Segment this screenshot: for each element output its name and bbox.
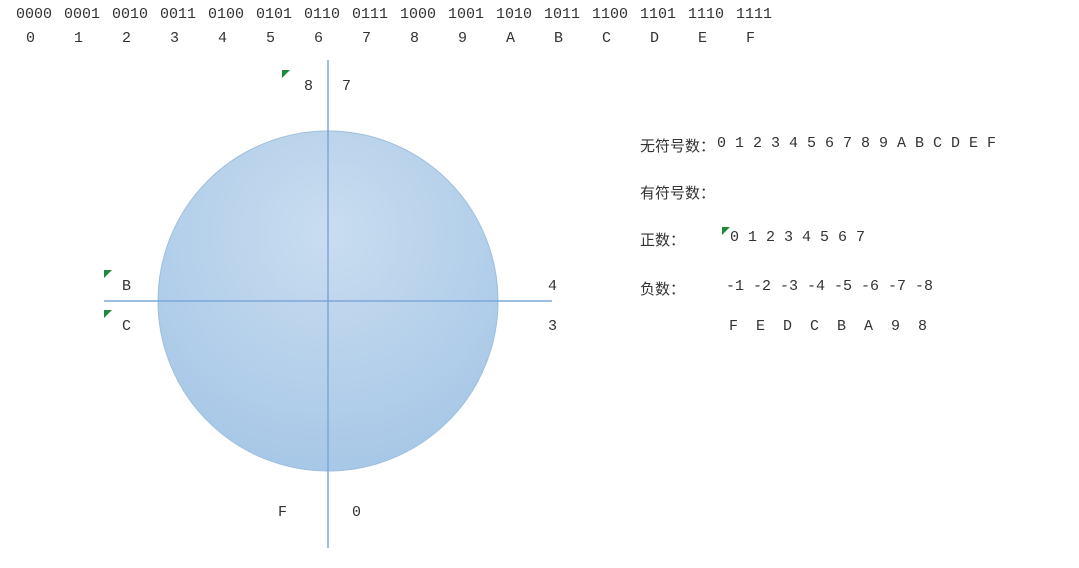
diag-label-b: B [122,278,131,295]
diag-label-3: 3 [548,318,557,335]
bin-cell: 0000 [16,6,64,23]
marker-icon [104,270,112,278]
diag-label-c: C [122,318,131,335]
hex-cell: 9 [448,30,496,47]
hex-cell: 7 [352,30,400,47]
hex-cell: 5 [256,30,304,47]
bin-cell: 0010 [112,6,160,23]
hex-cell: B [544,30,592,47]
diag-label-4: 4 [548,278,557,295]
hex-cell: C [592,30,640,47]
unsigned-values: 0 1 2 3 4 5 6 7 8 9 A B C D E F [717,135,996,152]
hex-cell: 0 [16,30,64,47]
diag-label-8: 8 [304,78,313,95]
negative-values: -1 -2 -3 -4 -5 -6 -7 -8 [726,278,933,295]
bin-cell: 0111 [352,6,400,23]
hex-cell: 3 [160,30,208,47]
diag-label-0: 0 [352,504,361,521]
signed-label: 有符号数： [640,182,715,203]
unsigned-label: 无符号数： [640,135,715,156]
bin-cell: 0100 [208,6,256,23]
negative-hex-values: F E D C B A 9 8 [729,318,927,335]
hex-cell: 6 [304,30,352,47]
value-circle [158,131,498,471]
bin-cell: 1101 [640,6,688,23]
positive-label: 正数： [640,229,685,250]
diag-label-f: F [278,504,287,521]
bin-cell: 1110 [688,6,736,23]
bin-cell: 1100 [592,6,640,23]
hex-cell: 4 [208,30,256,47]
binary-header-row: 0000 0001 0010 0011 0100 0101 0110 0111 … [16,6,784,23]
hex-header-row: 0 1 2 3 4 5 6 7 8 9 A B C D E F [16,30,784,47]
bin-cell: 1011 [544,6,592,23]
bin-cell: 1000 [400,6,448,23]
hex-cell: E [688,30,736,47]
hex-cell: 8 [400,30,448,47]
hex-cell: D [640,30,688,47]
bin-cell: 1001 [448,6,496,23]
bin-cell: 0101 [256,6,304,23]
positive-values: 0 1 2 3 4 5 6 7 [730,229,865,246]
negative-label: 负数： [640,278,685,299]
marker-icon [282,70,290,78]
bin-cell: 0011 [160,6,208,23]
hex-cell: F [736,30,784,47]
hex-cell: 2 [112,30,160,47]
diag-label-7: 7 [342,78,351,95]
hex-cell: 1 [64,30,112,47]
bin-cell: 0001 [64,6,112,23]
bin-cell: 0110 [304,6,352,23]
bin-cell: 1111 [736,6,784,23]
hex-cell: A [496,30,544,47]
marker-icon [104,310,112,318]
bin-cell: 1010 [496,6,544,23]
